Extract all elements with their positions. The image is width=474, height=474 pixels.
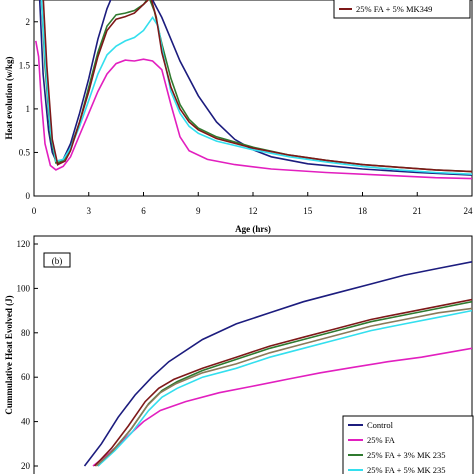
y-tick-label-b: 80: [21, 328, 31, 338]
legend-label-b: Control: [367, 420, 394, 430]
legend-label-b: 25% FA + 5% MK 235: [367, 465, 446, 474]
x-tick-label-a: 18: [358, 206, 368, 216]
y-tick-label-b: 100: [17, 283, 31, 293]
chart-b: 20 40 60 80 100 120 Cummulative Heat Evolved …: [4, 235, 474, 474]
series-line-b-3: [97, 309, 472, 467]
chart-a: 0 0.5 1 1.5 2 0 3 6 9 12 15 18 21 24 Heat evolution …: [4, 0, 473, 234]
x-tick-label-a: 12: [249, 206, 258, 216]
series-line-a-4: [42, 0, 472, 173]
series-line-a-3: [40, 0, 472, 175]
x-ticks-a: 0 3 6 9 12 15 18 21 24: [32, 192, 473, 216]
x-tick-label-a: 15: [303, 206, 313, 216]
legend-box-b: [342, 415, 474, 474]
y-tick-label-b: 20: [21, 461, 31, 471]
legend-label-b: 25% FA: [367, 435, 396, 445]
y-axis-label-b: Cummulative Heat Evolved (J): [4, 295, 14, 414]
series-line-b-5: [95, 307, 472, 467]
y-tick-label-a: 0.5: [19, 147, 31, 157]
legend-label-b: 25% FA + 3% MK 235: [367, 450, 446, 460]
x-tick-label-a: 9: [196, 206, 201, 216]
y-tick-label-a: 1: [26, 104, 31, 114]
y-tick-label-b: 120: [17, 239, 31, 249]
y-tick-label-a: 1.5: [19, 60, 31, 70]
legend-b: Control 25% FA 25% FA + 3% MK 235 25% FA + …: [342, 415, 474, 474]
legend-label-a: 25% FA + 5% MK349: [356, 4, 432, 14]
y-tick-label-b: 60: [21, 372, 31, 382]
x-tick-label-a: 21: [413, 206, 422, 216]
series-group-b: [83, 261, 472, 467]
series-group-a: [35, 0, 472, 180]
legend-a: 25% FA + 5% MK349: [333, 0, 471, 19]
x-tick-label-a: 6: [141, 206, 146, 216]
y-tick-label-a: 0: [26, 191, 31, 201]
series-line-a-1: [35, 40, 472, 180]
x-axis-label-a: Age (hrs): [235, 224, 271, 234]
series-line-b-0: [83, 261, 472, 467]
panel-label-b: (b): [52, 256, 63, 266]
y-axis-label-a: Heat evolution (w/kg): [4, 57, 14, 140]
y-ticks-b: 20 40 60 80 100 120: [17, 239, 38, 471]
panel-label-box-b: [43, 252, 71, 268]
legend-box-a: [333, 0, 471, 19]
x-tick-label-a: 0: [32, 206, 37, 216]
y-tick-label-a: 2: [26, 17, 31, 27]
x-tick-label-a: 24: [464, 206, 474, 216]
series-line-b-4: [94, 298, 472, 467]
legend-entries-b: Control 25% FA 25% FA + 3% MK 235 25% FA + …: [348, 420, 446, 474]
y-tick-label-b: 40: [21, 417, 31, 427]
y-ticks-a: 0 0.5 1 1.5 2: [19, 17, 38, 201]
x-tick-label-a: 3: [87, 206, 92, 216]
